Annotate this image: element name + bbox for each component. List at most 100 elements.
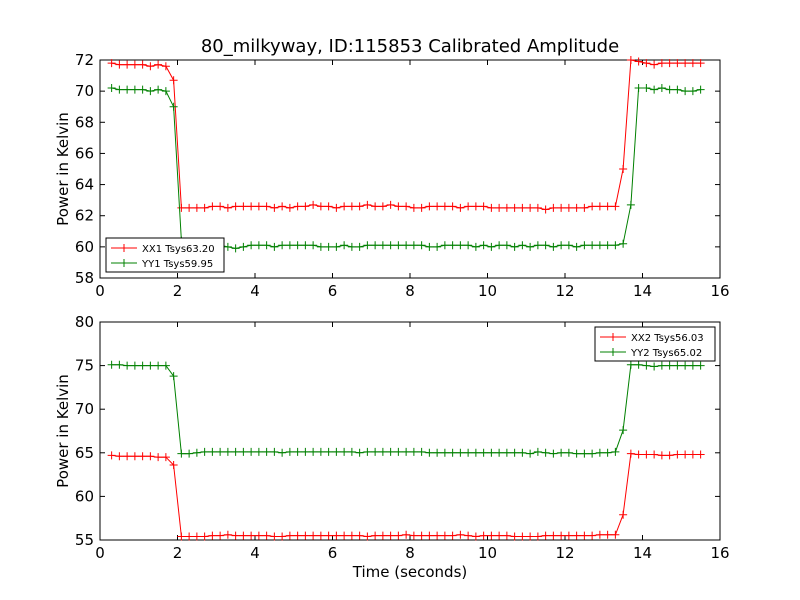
data-point-marker — [200, 532, 209, 541]
data-point-marker — [332, 447, 341, 456]
data-point-marker — [309, 531, 318, 540]
data-point-marker — [657, 84, 666, 93]
data-point-marker — [130, 452, 139, 461]
x-tick-label: 10 — [478, 544, 497, 562]
y-tick-label: 64 — [75, 176, 94, 194]
data-point-marker — [161, 62, 170, 71]
data-point-marker — [634, 84, 643, 93]
data-point-marker — [316, 202, 325, 211]
data-point-marker — [285, 531, 294, 540]
data-point-marker — [425, 448, 434, 457]
data-point-marker — [332, 242, 341, 251]
data-point-marker — [572, 203, 581, 212]
data-point-marker — [487, 242, 496, 251]
series-XX1 Tsys63.20 — [107, 56, 705, 214]
data-point-marker — [440, 448, 449, 457]
data-point-marker — [603, 202, 612, 211]
data-point-marker — [471, 448, 480, 457]
data-point-marker — [518, 203, 527, 212]
legend-label: XX1 Tsys63.20 — [142, 244, 215, 255]
data-point-marker — [580, 241, 589, 250]
data-point-marker — [208, 202, 217, 211]
data-point-marker — [200, 203, 209, 212]
data-point-marker — [572, 449, 581, 458]
data-point-marker — [402, 202, 411, 211]
data-point-marker — [688, 59, 697, 68]
data-point-marker — [588, 241, 597, 250]
data-point-marker — [510, 532, 519, 541]
data-point-marker — [557, 531, 566, 540]
data-point-marker — [169, 102, 178, 111]
data-point-marker — [177, 449, 186, 458]
data-point-marker — [433, 448, 442, 457]
data-point-marker — [541, 531, 550, 540]
data-point-marker — [495, 531, 504, 540]
data-point-marker — [223, 242, 232, 251]
data-point-marker — [386, 531, 395, 540]
data-point-marker — [433, 531, 442, 540]
x-tick-label: 12 — [555, 544, 574, 562]
data-point-marker — [324, 242, 333, 251]
data-point-marker — [533, 203, 542, 212]
data-point-marker — [216, 202, 225, 211]
data-point-marker — [371, 202, 380, 211]
series-XX2 Tsys56.03 — [107, 449, 705, 541]
legend-label: XX2 Tsys56.03 — [631, 333, 704, 344]
data-point-marker — [479, 448, 488, 457]
data-point-marker — [448, 202, 457, 211]
data-point-marker — [681, 361, 690, 370]
data-point-marker — [278, 241, 287, 250]
data-point-marker — [595, 202, 604, 211]
data-point-marker — [285, 447, 294, 456]
data-point-marker — [231, 531, 240, 540]
data-point-marker — [665, 59, 674, 68]
data-point-marker — [123, 452, 132, 461]
y-axis-label: Power in Kelvin — [54, 112, 72, 226]
data-point-marker — [394, 202, 403, 211]
y-tick-label: 58 — [75, 269, 94, 287]
data-point-marker — [696, 85, 705, 94]
data-point-marker — [363, 241, 372, 250]
data-point-marker — [107, 451, 116, 460]
y-tick-label: 55 — [75, 531, 94, 549]
legend-label: YY2 Tsys65.02 — [630, 348, 702, 359]
data-point-marker — [340, 241, 349, 250]
data-point-marker — [254, 241, 263, 250]
data-point-marker — [696, 361, 705, 370]
x-tick-label: 14 — [633, 544, 652, 562]
data-point-marker — [301, 447, 310, 456]
data-point-marker — [471, 242, 480, 251]
data-point-marker — [657, 361, 666, 370]
data-point-marker — [541, 241, 550, 250]
data-point-marker — [619, 426, 628, 435]
data-point-marker — [394, 447, 403, 456]
data-point-marker — [603, 241, 612, 250]
data-point-marker — [456, 448, 465, 457]
data-point-marker — [510, 242, 519, 251]
data-point-marker — [673, 85, 682, 94]
data-point-marker — [681, 87, 690, 96]
data-point-marker — [549, 203, 558, 212]
data-point-marker — [626, 360, 635, 369]
data-point-marker — [549, 242, 558, 251]
data-point-marker — [526, 532, 535, 541]
data-point-marker — [177, 203, 186, 212]
data-point-marker — [417, 203, 426, 212]
data-point-marker — [355, 531, 364, 540]
data-point-marker — [588, 202, 597, 211]
data-point-marker — [619, 239, 628, 248]
data-point-marker — [371, 531, 380, 540]
data-point-marker — [278, 448, 287, 457]
legend-marker — [609, 348, 617, 356]
data-point-marker — [696, 450, 705, 459]
data-point-marker — [340, 202, 349, 211]
data-point-marker — [595, 241, 604, 250]
data-point-marker — [681, 450, 690, 459]
legend-label: YY1 Tsys59.95 — [141, 259, 213, 270]
data-point-marker — [688, 87, 697, 96]
data-point-marker — [448, 448, 457, 457]
legend-marker — [120, 244, 128, 252]
x-tick-label: 0 — [95, 544, 105, 562]
data-point-marker — [340, 531, 349, 540]
y-axis-label: Power in Kelvin — [54, 374, 72, 488]
